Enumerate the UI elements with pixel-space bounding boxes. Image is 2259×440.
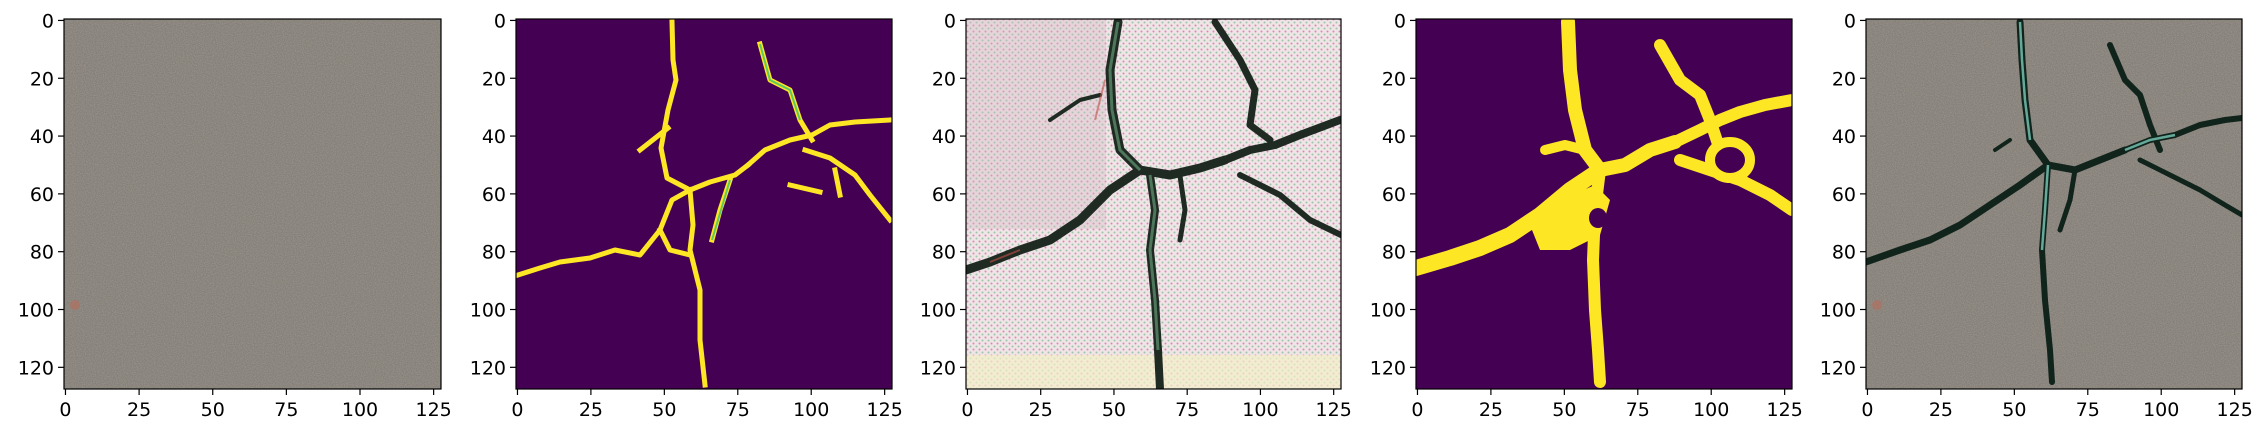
x-tick-label: 25 bbox=[1929, 399, 1953, 421]
x-tick-label: 75 bbox=[274, 399, 298, 421]
x-tick-label: 100 bbox=[342, 399, 378, 421]
x-tick-label: 50 bbox=[1102, 399, 1126, 421]
y-tick-label: 20 bbox=[932, 68, 956, 90]
y-tick-label: 100 bbox=[18, 300, 54, 322]
x-tick-label: 0 bbox=[961, 399, 973, 421]
x-tick-label: 100 bbox=[1242, 399, 1278, 421]
x-tick-label: 50 bbox=[2002, 399, 2026, 421]
y-tick-label: 20 bbox=[1382, 68, 1406, 90]
axes-frame bbox=[1415, 18, 1793, 390]
x-tick-label: 25 bbox=[579, 399, 603, 421]
y-tick-label: 100 bbox=[1820, 300, 1856, 322]
panel-pavement-with-cracks bbox=[1865, 18, 2243, 390]
x-tick-label: 125 bbox=[867, 399, 903, 421]
x-tick-label: 75 bbox=[1175, 399, 1199, 421]
y-tick-label: 40 bbox=[1382, 126, 1406, 148]
y-tick-label: 120 bbox=[1820, 357, 1856, 379]
y-tick-label: 100 bbox=[1370, 300, 1406, 322]
y-tick-label: 0 bbox=[944, 10, 956, 32]
axes-frame bbox=[63, 18, 442, 390]
x-tick-label: 25 bbox=[1479, 399, 1503, 421]
crack-edges bbox=[711, 43, 801, 241]
y-tick-label: 60 bbox=[1382, 184, 1406, 206]
y-tick-label: 0 bbox=[1844, 10, 1856, 32]
x-tick-label: 50 bbox=[652, 399, 676, 421]
y-tick-label: 40 bbox=[30, 126, 54, 148]
y-tick-label: 60 bbox=[482, 184, 506, 206]
x-tick-label: 100 bbox=[2143, 399, 2179, 421]
x-tick-label: 75 bbox=[1626, 399, 1650, 421]
y-tick-label: 20 bbox=[1832, 68, 1856, 90]
x-tick-label: 50 bbox=[1552, 399, 1576, 421]
x-tick-label: 25 bbox=[127, 399, 151, 421]
x-tick-label: 0 bbox=[59, 399, 71, 421]
y-tick-label: 80 bbox=[932, 242, 956, 264]
axes-frame bbox=[965, 18, 1342, 390]
y-tick-label: 80 bbox=[1832, 242, 1856, 264]
x-tick-label: 0 bbox=[511, 399, 523, 421]
y-tick-label: 120 bbox=[1370, 357, 1406, 379]
panel-pavement-photo bbox=[63, 18, 442, 390]
y-tick-label: 80 bbox=[482, 242, 506, 264]
x-tick-label: 125 bbox=[2217, 399, 2253, 421]
x-tick-label: 50 bbox=[201, 399, 225, 421]
axes-frame bbox=[515, 18, 893, 390]
y-tick-label: 0 bbox=[494, 10, 506, 32]
y-tick-label: 40 bbox=[482, 126, 506, 148]
y-tick-label: 120 bbox=[470, 357, 506, 379]
x-tick-label: 0 bbox=[1861, 399, 1873, 421]
y-tick-label: 80 bbox=[1382, 242, 1406, 264]
y-tick-label: 120 bbox=[18, 357, 54, 379]
x-tick-label: 75 bbox=[726, 399, 750, 421]
x-tick-label: 100 bbox=[1693, 399, 1729, 421]
panel-smooth-crack-mask bbox=[1415, 18, 1793, 390]
y-tick-label: 20 bbox=[30, 68, 54, 90]
x-tick-label: 125 bbox=[1316, 399, 1352, 421]
crack-loop bbox=[1705, 137, 1755, 183]
axes-frame bbox=[1865, 18, 2243, 390]
x-tick-label: 25 bbox=[1029, 399, 1053, 421]
rust-spot bbox=[70, 300, 80, 310]
panel-crack-mask bbox=[515, 18, 893, 390]
y-tick-label: 20 bbox=[482, 68, 506, 90]
x-tick-label: 125 bbox=[1767, 399, 1803, 421]
y-tick-label: 100 bbox=[920, 300, 956, 322]
panel-generated-texture bbox=[965, 18, 1342, 390]
y-tick-label: 40 bbox=[932, 126, 956, 148]
crack-blob-center bbox=[1530, 185, 1610, 250]
y-tick-label: 40 bbox=[1832, 126, 1856, 148]
y-tick-label: 0 bbox=[1394, 10, 1406, 32]
x-tick-label: 75 bbox=[2076, 399, 2100, 421]
y-tick-label: 60 bbox=[932, 184, 956, 206]
y-tick-label: 100 bbox=[470, 300, 506, 322]
y-tick-label: 60 bbox=[30, 184, 54, 206]
y-tick-label: 0 bbox=[42, 10, 54, 32]
y-tick-label: 120 bbox=[920, 357, 956, 379]
y-tick-label: 80 bbox=[30, 242, 54, 264]
x-tick-label: 0 bbox=[1411, 399, 1423, 421]
x-tick-label: 125 bbox=[416, 399, 452, 421]
y-tick-label: 60 bbox=[1832, 184, 1856, 206]
x-tick-label: 100 bbox=[793, 399, 829, 421]
crack-hole bbox=[1589, 208, 1607, 228]
